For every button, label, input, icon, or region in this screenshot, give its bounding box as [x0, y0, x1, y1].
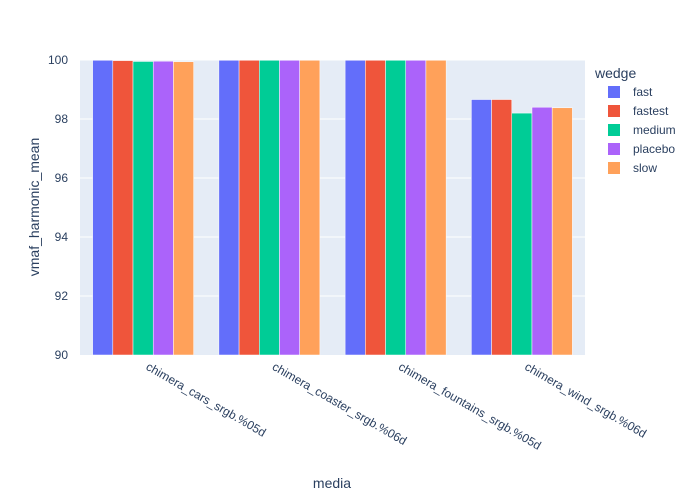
legend-label-medium[interactable]: medium	[633, 123, 676, 137]
x-tick-label: chimera_coaster_srgb.%06d	[270, 359, 409, 447]
legend-swatch-fast[interactable]	[608, 86, 620, 98]
legend-label-placebo[interactable]: placebo	[633, 142, 675, 156]
bar-fastest-3	[491, 99, 513, 356]
bar-medium-2	[385, 60, 406, 356]
y-tick-label: 98	[55, 112, 69, 126]
bar-fastest-0	[112, 60, 134, 356]
bar-fast-3	[471, 99, 492, 356]
bar-slow-3	[551, 107, 573, 356]
x-axis-title: media	[313, 475, 351, 491]
legend-label-fast[interactable]: fast	[633, 85, 653, 99]
y-tick-label: 100	[48, 53, 68, 67]
legend-swatch-fastest[interactable]	[608, 105, 620, 117]
y-axis-ticks: 90 92 94 96 98 100	[48, 53, 68, 362]
legend-swatch-placebo[interactable]	[608, 143, 620, 155]
bar-placebo-0	[152, 60, 174, 356]
bars	[92, 60, 573, 356]
legend-swatch-slow[interactable]	[608, 162, 620, 174]
x-axis-ticks: chimera_cars_srgb.%05d chimera_coaster_sr…	[144, 359, 649, 452]
bar-medium-1	[259, 60, 280, 356]
x-tick-label: chimera_cars_srgb.%05d	[144, 359, 269, 439]
y-tick-label: 90	[55, 348, 69, 362]
y-tick-label: 96	[55, 171, 69, 185]
legend-title: wedge	[594, 65, 636, 81]
legend-label-fastest[interactable]: fastest	[633, 104, 669, 118]
bar-fast-1	[218, 60, 240, 356]
bar-medium-0	[132, 61, 154, 356]
x-tick-label: chimera_wind_srgb.%06d	[522, 359, 649, 440]
bar-fast-0	[92, 60, 114, 356]
bar-fast-2	[344, 60, 366, 356]
bar-placebo-3	[531, 106, 553, 356]
bar-placebo-1	[279, 60, 300, 356]
bar-placebo-2	[405, 60, 427, 356]
legend-label-slow[interactable]: slow	[633, 161, 657, 175]
y-tick-label: 94	[55, 230, 69, 244]
bar-slow-1	[299, 60, 321, 356]
y-tick-label: 92	[55, 289, 69, 303]
x-tick-label: chimera_fountains_srgb.%05d	[396, 359, 543, 452]
legend: wedge fast fastest medium placebo slow	[594, 65, 676, 175]
bar-medium-3	[511, 112, 533, 356]
bar-slow-0	[173, 61, 194, 356]
bar-fastest-1	[238, 60, 260, 356]
y-axis-title: vmaf_harmonic_mean	[26, 138, 42, 277]
bar-slow-2	[425, 60, 447, 356]
legend-swatch-medium[interactable]	[608, 124, 620, 136]
bar-fastest-2	[365, 60, 386, 356]
